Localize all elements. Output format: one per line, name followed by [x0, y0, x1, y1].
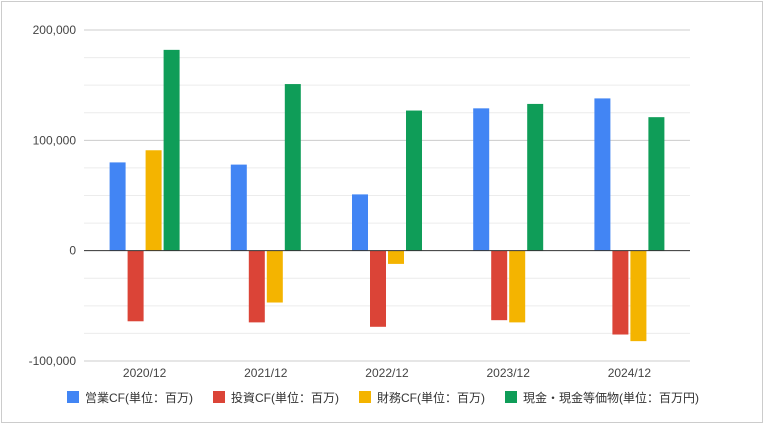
bar — [370, 250, 386, 327]
bar — [509, 250, 526, 323]
bar — [266, 250, 283, 303]
bar — [473, 108, 490, 251]
grid-lines — [84, 29, 690, 362]
bar — [648, 117, 665, 251]
bar — [612, 250, 629, 335]
bar — [284, 84, 301, 251]
x-tick-label: 2021/12 — [244, 366, 288, 380]
bar — [594, 98, 611, 251]
y-tick-label: 100,000 — [33, 133, 77, 147]
legend-swatch — [505, 391, 517, 403]
x-tick-label: 2023/12 — [487, 366, 531, 380]
x-tick-label: 2020/12 — [123, 366, 167, 380]
bar — [352, 194, 368, 251]
bar — [388, 250, 404, 264]
legend-swatch — [359, 391, 371, 403]
bar — [163, 49, 180, 251]
legend-label: 現金・現金等価物(単位：百万円) — [523, 390, 699, 405]
legend-item: 財務CF(単位：百万) — [359, 390, 485, 405]
legend-swatch — [67, 391, 79, 403]
bar — [248, 250, 265, 323]
bar — [145, 150, 162, 251]
x-axis-ticks: 2020/12 2021/12 2022/12 2023/12 2024/12 — [123, 366, 652, 380]
bar — [491, 250, 508, 321]
bar — [230, 164, 247, 251]
legend-item: 営業CF(単位：百万) — [67, 390, 193, 405]
legend-item: 投資CF(単位：百万) — [213, 390, 339, 405]
y-tick-label: -100,000 — [29, 354, 77, 368]
y-tick-label: 0 — [69, 244, 76, 258]
legend-swatch — [213, 391, 225, 403]
x-tick-label: 2024/12 — [608, 366, 652, 380]
legend-label: 営業CF(単位：百万) — [85, 390, 193, 405]
y-axis-ticks: -100,000 0 100,000 200,000 — [29, 23, 77, 368]
legend-label: 投資CF(単位：百万) — [231, 390, 339, 405]
x-tick-label: 2022/12 — [365, 366, 409, 380]
bar — [109, 162, 126, 251]
legend-label: 財務CF(単位：百万) — [377, 390, 485, 405]
legend-item: 現金・現金等価物(単位：百万円) — [505, 390, 699, 405]
bar — [406, 110, 422, 251]
legend: 営業CF(単位：百万) 投資CF(単位：百万) 財務CF(単位：百万) 現金・現金等価… — [67, 390, 699, 405]
bars — [109, 49, 665, 342]
bar — [527, 103, 544, 251]
bar — [630, 250, 647, 342]
y-tick-label: 200,000 — [33, 23, 77, 37]
bar — [127, 250, 144, 322]
